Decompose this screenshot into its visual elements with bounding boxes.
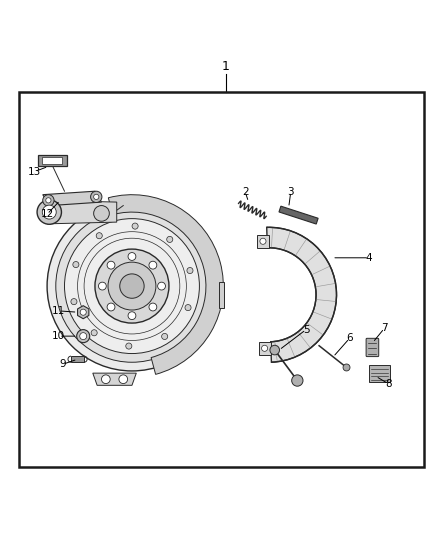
Text: 11: 11 xyxy=(52,306,65,316)
Circle shape xyxy=(261,345,268,351)
Circle shape xyxy=(99,282,106,290)
Circle shape xyxy=(102,375,110,384)
Circle shape xyxy=(80,309,86,315)
Circle shape xyxy=(37,200,61,224)
Text: 1: 1 xyxy=(222,60,230,73)
Text: 9: 9 xyxy=(59,359,66,369)
Circle shape xyxy=(91,191,102,203)
Circle shape xyxy=(126,343,132,349)
Circle shape xyxy=(107,261,115,269)
Text: 3: 3 xyxy=(287,187,294,197)
Polygon shape xyxy=(43,191,102,206)
Circle shape xyxy=(167,236,173,243)
Bar xyxy=(71,356,84,362)
Wedge shape xyxy=(108,195,223,374)
Circle shape xyxy=(73,262,79,268)
Circle shape xyxy=(56,210,208,362)
Circle shape xyxy=(108,262,156,310)
Circle shape xyxy=(80,333,87,340)
Circle shape xyxy=(119,375,127,384)
Circle shape xyxy=(292,375,303,386)
Circle shape xyxy=(187,268,193,273)
Bar xyxy=(257,235,269,248)
Text: 12: 12 xyxy=(40,209,54,219)
Circle shape xyxy=(43,195,54,206)
Circle shape xyxy=(96,233,102,239)
Circle shape xyxy=(71,298,77,305)
Polygon shape xyxy=(47,200,117,224)
Bar xyxy=(19,92,424,467)
Circle shape xyxy=(149,303,157,311)
Circle shape xyxy=(185,304,191,311)
Circle shape xyxy=(128,312,136,320)
Polygon shape xyxy=(267,228,336,362)
Circle shape xyxy=(270,345,279,355)
Bar xyxy=(42,157,62,164)
Circle shape xyxy=(94,194,99,199)
Circle shape xyxy=(120,274,144,298)
Circle shape xyxy=(107,303,115,311)
Bar xyxy=(279,206,318,224)
Circle shape xyxy=(95,249,169,323)
Circle shape xyxy=(132,223,138,229)
Circle shape xyxy=(128,253,136,261)
Bar xyxy=(258,342,271,355)
Text: 5: 5 xyxy=(303,325,309,335)
Circle shape xyxy=(77,329,90,343)
Text: 13: 13 xyxy=(28,167,41,176)
Circle shape xyxy=(260,238,266,244)
Circle shape xyxy=(46,198,51,203)
Circle shape xyxy=(149,261,157,269)
Polygon shape xyxy=(93,373,136,385)
Circle shape xyxy=(343,364,350,371)
Circle shape xyxy=(158,282,166,290)
Text: 10: 10 xyxy=(52,331,65,341)
Circle shape xyxy=(94,206,110,221)
Circle shape xyxy=(42,205,56,219)
Bar xyxy=(39,155,67,166)
Circle shape xyxy=(64,219,199,353)
Circle shape xyxy=(91,330,97,336)
Text: 6: 6 xyxy=(346,333,353,343)
Text: 7: 7 xyxy=(381,324,388,333)
Text: 2: 2 xyxy=(242,187,248,197)
Text: 8: 8 xyxy=(385,379,392,389)
Bar xyxy=(369,365,390,382)
Polygon shape xyxy=(219,282,224,308)
Circle shape xyxy=(47,201,217,371)
FancyBboxPatch shape xyxy=(366,338,379,357)
Circle shape xyxy=(162,334,168,340)
Polygon shape xyxy=(78,305,89,319)
Text: 4: 4 xyxy=(366,253,372,263)
